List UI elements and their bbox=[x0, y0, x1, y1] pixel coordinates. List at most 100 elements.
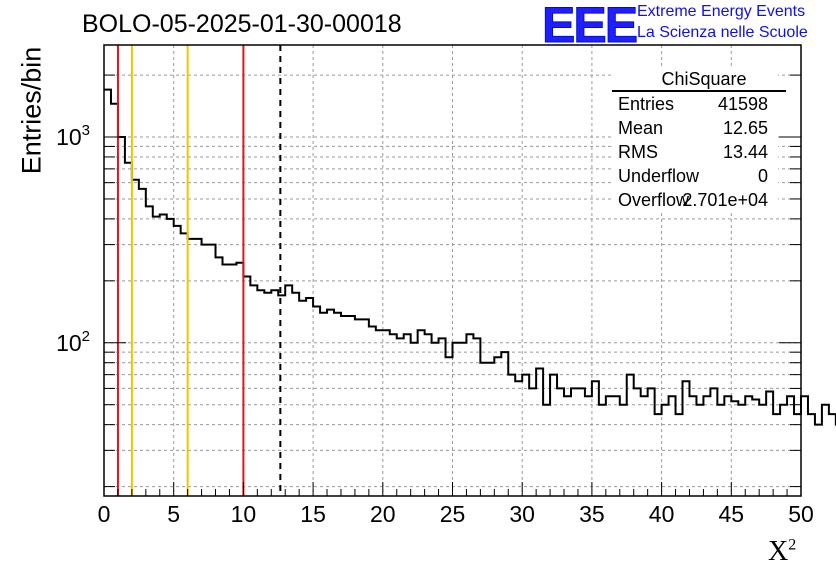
histogram-bin bbox=[738, 405, 745, 496]
y-tick-label: 103 bbox=[56, 122, 90, 150]
histogram-bin bbox=[522, 375, 529, 496]
histogram-bin bbox=[606, 396, 613, 496]
x-axis-label: X2 bbox=[768, 536, 797, 567]
histogram-bin bbox=[229, 265, 236, 496]
histogram-bin bbox=[292, 293, 299, 496]
histogram-bin bbox=[355, 319, 362, 496]
histogram-bin bbox=[501, 352, 508, 496]
histogram-bin bbox=[627, 375, 634, 496]
histogram-bin bbox=[641, 396, 648, 496]
histogram-bin bbox=[703, 396, 710, 496]
histogram-bin bbox=[578, 388, 585, 496]
histogram-bin bbox=[696, 405, 703, 496]
histogram-bin bbox=[432, 343, 439, 496]
histogram-bin bbox=[662, 405, 669, 496]
histogram-bin bbox=[669, 396, 676, 496]
histogram-bin bbox=[683, 381, 690, 496]
histogram-bin bbox=[257, 290, 264, 496]
histogram-bin bbox=[195, 239, 202, 496]
histogram-bin bbox=[160, 215, 167, 496]
histogram-bin bbox=[571, 388, 578, 496]
stats-row-entries: Entries 41598 bbox=[618, 94, 768, 114]
chart-title: BOLO-05-2025-01-30-00018 bbox=[82, 10, 402, 38]
stats-row-mean: Mean 12.65 bbox=[618, 118, 768, 138]
histogram-bin bbox=[676, 414, 683, 496]
histogram-bin bbox=[236, 263, 243, 496]
histogram-bin bbox=[209, 245, 216, 496]
histogram-bin bbox=[285, 285, 292, 496]
x-tick-label: 40 bbox=[649, 501, 675, 527]
histogram-bin bbox=[167, 219, 174, 496]
histogram-bin bbox=[146, 206, 153, 496]
histogram-bin bbox=[731, 401, 738, 496]
histogram-bin bbox=[620, 405, 627, 496]
histogram-bins bbox=[104, 88, 836, 496]
histogram-bin bbox=[369, 326, 376, 496]
histogram-bin bbox=[306, 298, 313, 496]
logo-caption-line1: Extreme Energy Events bbox=[637, 3, 806, 20]
histogram-bin bbox=[648, 388, 655, 496]
histogram-bin bbox=[418, 330, 425, 496]
histogram-bin bbox=[752, 399, 759, 496]
stats-row-underflow: Underflow 0 bbox=[618, 166, 768, 186]
x-tick-label: 30 bbox=[509, 501, 535, 527]
histogram-bin bbox=[125, 163, 132, 496]
histogram-bin bbox=[188, 239, 195, 496]
histogram-bin bbox=[334, 313, 341, 496]
histogram-bin bbox=[376, 330, 383, 496]
histogram-bin bbox=[425, 334, 432, 496]
histogram-bin bbox=[634, 388, 641, 496]
histogram-step-line bbox=[104, 88, 836, 426]
histogram-bin bbox=[780, 405, 787, 496]
histogram-bin bbox=[515, 381, 522, 496]
eee-logo: EEE bbox=[541, 0, 638, 54]
y-tick-label: 102 bbox=[56, 328, 90, 356]
histogram-bin bbox=[759, 405, 766, 496]
histogram-bin bbox=[222, 265, 229, 496]
histogram-bin bbox=[592, 381, 599, 496]
histogram-bin bbox=[724, 396, 731, 496]
histogram-bin bbox=[348, 316, 355, 496]
histogram-bin bbox=[271, 290, 278, 496]
histogram-bin bbox=[139, 189, 146, 496]
x-tick-label: 0 bbox=[98, 501, 111, 527]
x-tick-label: 35 bbox=[579, 501, 605, 527]
histogram-bin bbox=[383, 330, 390, 496]
stats-box: ChiSquare Entries 41598 Mean 12.65 RMS 13.4… bbox=[612, 68, 786, 212]
histogram-bin bbox=[153, 217, 160, 496]
histogram-bin bbox=[111, 104, 118, 496]
histogram-bin bbox=[710, 388, 717, 496]
histogram-bin bbox=[320, 313, 327, 496]
stats-row-rms: RMS 13.44 bbox=[618, 142, 768, 162]
histogram-bin bbox=[787, 396, 794, 496]
histogram-bin bbox=[327, 310, 334, 496]
histogram-bin bbox=[250, 285, 257, 496]
histogram-bin bbox=[815, 425, 822, 496]
histogram-bin bbox=[341, 316, 348, 496]
x-tick-label: 15 bbox=[300, 501, 326, 527]
x-tick-label: 50 bbox=[788, 501, 814, 527]
histogram-bin bbox=[446, 357, 453, 496]
histogram-bin bbox=[459, 343, 466, 496]
histogram-bin bbox=[480, 363, 487, 496]
histogram-bin bbox=[508, 375, 515, 496]
x-tick-label: 20 bbox=[370, 501, 396, 527]
histogram-bin bbox=[822, 405, 829, 496]
histogram-bin bbox=[801, 396, 808, 496]
histogram-bin bbox=[118, 137, 125, 496]
histogram-bin bbox=[243, 276, 250, 496]
histogram-bin bbox=[397, 338, 404, 496]
stats-box-title: ChiSquare bbox=[612, 68, 786, 92]
histogram-bin bbox=[564, 396, 571, 496]
histogram-bin bbox=[766, 391, 773, 496]
histogram-bin bbox=[313, 307, 320, 496]
histogram-bin bbox=[181, 233, 188, 496]
histogram-bin bbox=[557, 388, 564, 496]
histogram-bin bbox=[104, 90, 111, 496]
axis-ticks: 0 5 10 15 20 25 30 35 40 45 50 102 103 bbox=[56, 74, 814, 527]
histogram-bin bbox=[362, 319, 369, 496]
x-tick-label: 5 bbox=[167, 501, 180, 527]
y-axis-label: Entries/bin bbox=[16, 46, 47, 175]
histogram-bin bbox=[529, 388, 536, 496]
